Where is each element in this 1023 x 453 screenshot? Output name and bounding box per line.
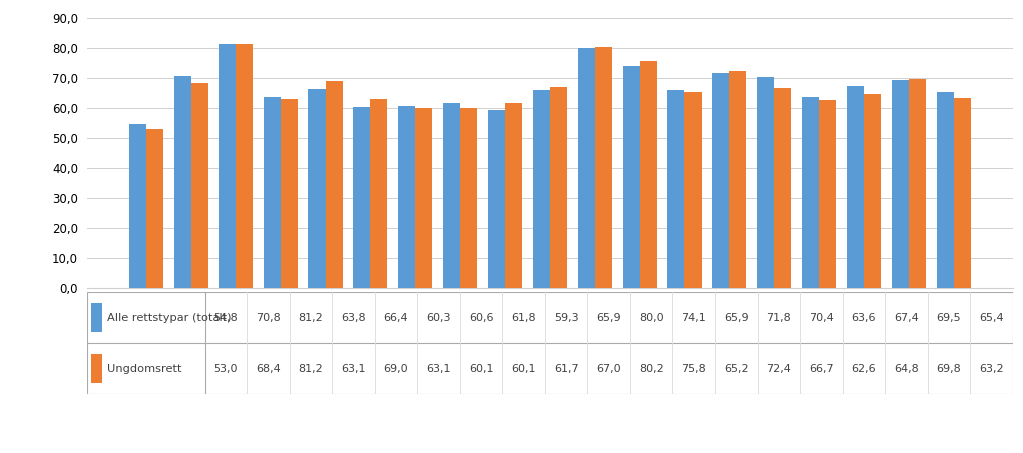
Bar — [729, 71, 747, 288]
Text: 63,8: 63,8 — [341, 313, 366, 323]
Text: 69,5: 69,5 — [937, 313, 962, 323]
Bar — [953, 98, 971, 288]
Bar — [91, 354, 101, 383]
Text: 66,4: 66,4 — [384, 313, 408, 323]
Bar — [460, 108, 477, 288]
Text: 60,6: 60,6 — [469, 313, 493, 323]
Bar — [174, 76, 191, 288]
Bar — [264, 96, 280, 288]
Text: 67,0: 67,0 — [596, 364, 621, 374]
Bar — [191, 83, 208, 288]
Bar — [847, 86, 863, 288]
Text: 80,2: 80,2 — [638, 364, 664, 374]
Text: 66,7: 66,7 — [809, 364, 834, 374]
Bar — [639, 61, 657, 288]
Bar — [398, 106, 415, 288]
Text: 59,3: 59,3 — [553, 313, 578, 323]
Bar — [91, 304, 101, 332]
Text: 81,2: 81,2 — [299, 364, 323, 374]
Text: 69,0: 69,0 — [384, 364, 408, 374]
Bar — [505, 103, 522, 288]
Text: 70,4: 70,4 — [809, 313, 834, 323]
Text: 69,8: 69,8 — [937, 364, 962, 374]
Bar — [236, 44, 253, 288]
Text: 70,8: 70,8 — [256, 313, 280, 323]
Text: 60,3: 60,3 — [427, 313, 451, 323]
Bar — [443, 102, 460, 288]
Text: 65,4: 65,4 — [979, 313, 1004, 323]
Bar — [667, 90, 684, 288]
Text: Alle rettstypar (totalt): Alle rettstypar (totalt) — [107, 313, 232, 323]
Bar — [146, 129, 163, 288]
Text: 63,2: 63,2 — [979, 364, 1004, 374]
Text: 61,7: 61,7 — [553, 364, 578, 374]
Bar — [488, 110, 505, 288]
Text: 60,1: 60,1 — [512, 364, 536, 374]
Text: 65,9: 65,9 — [724, 313, 749, 323]
Text: 72,4: 72,4 — [766, 364, 791, 374]
Bar — [684, 92, 702, 288]
Text: 80,0: 80,0 — [639, 313, 664, 323]
Bar — [370, 99, 388, 288]
Text: 65,9: 65,9 — [596, 313, 621, 323]
Text: 68,4: 68,4 — [256, 364, 280, 374]
Text: 62,6: 62,6 — [851, 364, 876, 374]
Bar — [415, 108, 433, 288]
Bar — [129, 124, 146, 288]
Text: 53,0: 53,0 — [214, 364, 238, 374]
Bar — [774, 88, 791, 288]
Text: 60,1: 60,1 — [469, 364, 493, 374]
Bar — [712, 72, 729, 288]
Bar — [594, 48, 612, 288]
Bar — [219, 44, 236, 288]
Text: 54,8: 54,8 — [214, 313, 238, 323]
Bar — [280, 99, 298, 288]
Text: Ungdomsrett: Ungdomsrett — [107, 364, 182, 374]
Text: 61,8: 61,8 — [512, 313, 536, 323]
Bar — [757, 77, 774, 288]
Text: 71,8: 71,8 — [766, 313, 791, 323]
Bar — [578, 48, 594, 288]
Bar — [892, 80, 908, 288]
Text: 63,6: 63,6 — [851, 313, 876, 323]
Bar — [550, 87, 567, 288]
Text: 63,1: 63,1 — [427, 364, 451, 374]
Text: 74,1: 74,1 — [681, 313, 706, 323]
Text: 75,8: 75,8 — [681, 364, 706, 374]
Bar — [819, 100, 836, 288]
Bar — [353, 107, 370, 288]
Text: 65,2: 65,2 — [724, 364, 749, 374]
Bar — [802, 97, 819, 288]
Bar — [309, 89, 325, 288]
Bar — [908, 79, 926, 288]
Bar — [325, 81, 343, 288]
Bar — [623, 66, 639, 288]
Text: 67,4: 67,4 — [894, 313, 919, 323]
Text: 63,1: 63,1 — [341, 364, 365, 374]
Text: 81,2: 81,2 — [299, 313, 323, 323]
Text: 64,8: 64,8 — [894, 364, 919, 374]
Bar — [937, 92, 953, 288]
Bar — [863, 94, 881, 288]
Bar — [533, 90, 550, 288]
